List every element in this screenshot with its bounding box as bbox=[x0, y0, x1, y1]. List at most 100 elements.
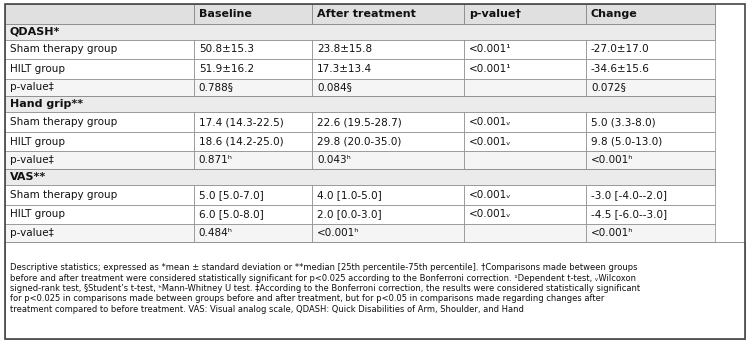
Bar bbox=[312, 113, 464, 132]
Bar bbox=[312, 79, 464, 96]
Bar bbox=[194, 185, 312, 205]
Bar bbox=[5, 4, 194, 24]
Text: 23.8±15.8: 23.8±15.8 bbox=[317, 44, 372, 54]
Text: 0.084§: 0.084§ bbox=[317, 82, 352, 93]
Text: HILT group: HILT group bbox=[10, 64, 65, 74]
Text: 6.0 [5.0-8.0]: 6.0 [5.0-8.0] bbox=[199, 210, 263, 220]
Text: Sham therapy group: Sham therapy group bbox=[10, 190, 117, 200]
Text: -3.0 [-4.0--2.0]: -3.0 [-4.0--2.0] bbox=[591, 190, 667, 200]
Text: <0.001ᵥ: <0.001ᵥ bbox=[469, 117, 512, 127]
Bar bbox=[312, 4, 464, 24]
Text: 18.6 (14.2-25.0): 18.6 (14.2-25.0) bbox=[199, 137, 284, 147]
Text: 5.0 (3.3-8.0): 5.0 (3.3-8.0) bbox=[591, 117, 656, 127]
Bar bbox=[5, 39, 194, 59]
Bar bbox=[464, 113, 586, 132]
Text: Change: Change bbox=[591, 9, 638, 19]
Bar bbox=[586, 4, 716, 24]
Text: Sham therapy group: Sham therapy group bbox=[10, 44, 117, 54]
Bar bbox=[464, 224, 586, 242]
Text: <0.001¹: <0.001¹ bbox=[469, 44, 512, 54]
Bar bbox=[194, 205, 312, 224]
Text: <0.001¹: <0.001¹ bbox=[469, 64, 512, 74]
Bar bbox=[464, 79, 586, 96]
Text: <0.001ᵥ: <0.001ᵥ bbox=[469, 190, 512, 200]
Bar bbox=[586, 185, 716, 205]
Bar bbox=[586, 224, 716, 242]
Bar bbox=[194, 39, 312, 59]
Bar bbox=[194, 132, 312, 151]
Bar bbox=[586, 151, 716, 169]
Text: 50.8±15.3: 50.8±15.3 bbox=[199, 44, 254, 54]
Text: HILT group: HILT group bbox=[10, 210, 65, 220]
Bar bbox=[194, 113, 312, 132]
Bar bbox=[312, 132, 464, 151]
Bar bbox=[464, 39, 586, 59]
Bar bbox=[312, 224, 464, 242]
Bar bbox=[586, 59, 716, 79]
Text: 0.484ʰ: 0.484ʰ bbox=[199, 228, 232, 238]
Text: p-value†: p-value† bbox=[469, 9, 520, 19]
Text: 0.871ʰ: 0.871ʰ bbox=[199, 155, 232, 165]
Text: <0.001ʰ: <0.001ʰ bbox=[591, 155, 634, 165]
Bar bbox=[5, 59, 194, 79]
Bar bbox=[312, 39, 464, 59]
Text: 0.043ʰ: 0.043ʰ bbox=[317, 155, 351, 165]
Text: 4.0 [1.0-5.0]: 4.0 [1.0-5.0] bbox=[317, 190, 382, 200]
Bar bbox=[464, 185, 586, 205]
Bar bbox=[586, 205, 716, 224]
Bar bbox=[464, 205, 586, 224]
Bar bbox=[5, 79, 194, 96]
Bar bbox=[5, 242, 745, 339]
Bar bbox=[312, 205, 464, 224]
Bar bbox=[194, 4, 312, 24]
Text: <0.001ᵥ: <0.001ᵥ bbox=[469, 210, 512, 220]
Text: 0.072§: 0.072§ bbox=[591, 82, 626, 93]
Bar bbox=[5, 24, 716, 39]
Bar bbox=[5, 132, 194, 151]
Text: After treatment: After treatment bbox=[317, 9, 416, 19]
Text: Baseline: Baseline bbox=[199, 9, 251, 19]
Text: p-value‡: p-value‡ bbox=[10, 228, 54, 238]
Bar bbox=[464, 59, 586, 79]
Bar bbox=[5, 151, 194, 169]
Text: 17.4 (14.3-22.5): 17.4 (14.3-22.5) bbox=[199, 117, 284, 127]
Bar bbox=[464, 151, 586, 169]
Bar bbox=[312, 59, 464, 79]
Bar bbox=[5, 185, 194, 205]
Text: 51.9±16.2: 51.9±16.2 bbox=[199, 64, 254, 74]
Bar bbox=[586, 39, 716, 59]
Text: Sham therapy group: Sham therapy group bbox=[10, 117, 117, 127]
Text: 5.0 [5.0-7.0]: 5.0 [5.0-7.0] bbox=[199, 190, 263, 200]
Text: Hand grip**: Hand grip** bbox=[10, 99, 83, 109]
Text: 0.788§: 0.788§ bbox=[199, 82, 234, 93]
Bar bbox=[194, 79, 312, 96]
Text: p-value‡: p-value‡ bbox=[10, 155, 54, 165]
Text: QDASH*: QDASH* bbox=[10, 26, 60, 37]
Text: 2.0 [0.0-3.0]: 2.0 [0.0-3.0] bbox=[317, 210, 382, 220]
Bar bbox=[586, 79, 716, 96]
Bar bbox=[312, 151, 464, 169]
Text: <0.001ʰ: <0.001ʰ bbox=[317, 228, 359, 238]
Text: 29.8 (20.0-35.0): 29.8 (20.0-35.0) bbox=[317, 137, 401, 147]
Bar bbox=[464, 4, 586, 24]
Bar bbox=[194, 224, 312, 242]
Text: 17.3±13.4: 17.3±13.4 bbox=[317, 64, 372, 74]
Text: -27.0±17.0: -27.0±17.0 bbox=[591, 44, 650, 54]
Text: VAS**: VAS** bbox=[10, 172, 46, 182]
Text: <0.001ᵥ: <0.001ᵥ bbox=[469, 137, 512, 147]
Bar bbox=[194, 151, 312, 169]
Text: HILT group: HILT group bbox=[10, 137, 65, 147]
Text: 22.6 (19.5-28.7): 22.6 (19.5-28.7) bbox=[317, 117, 402, 127]
Bar bbox=[5, 96, 716, 113]
Text: -34.6±15.6: -34.6±15.6 bbox=[591, 64, 650, 74]
Text: <0.001ʰ: <0.001ʰ bbox=[591, 228, 634, 238]
Text: Descriptive statistics; expressed as *mean ± standard deviation or **median [25t: Descriptive statistics; expressed as *me… bbox=[10, 263, 640, 314]
Bar bbox=[5, 205, 194, 224]
Bar bbox=[5, 224, 194, 242]
Bar bbox=[464, 132, 586, 151]
Bar bbox=[312, 185, 464, 205]
Text: 9.8 (5.0-13.0): 9.8 (5.0-13.0) bbox=[591, 137, 662, 147]
Bar bbox=[194, 59, 312, 79]
Bar bbox=[5, 169, 716, 185]
Bar bbox=[586, 132, 716, 151]
